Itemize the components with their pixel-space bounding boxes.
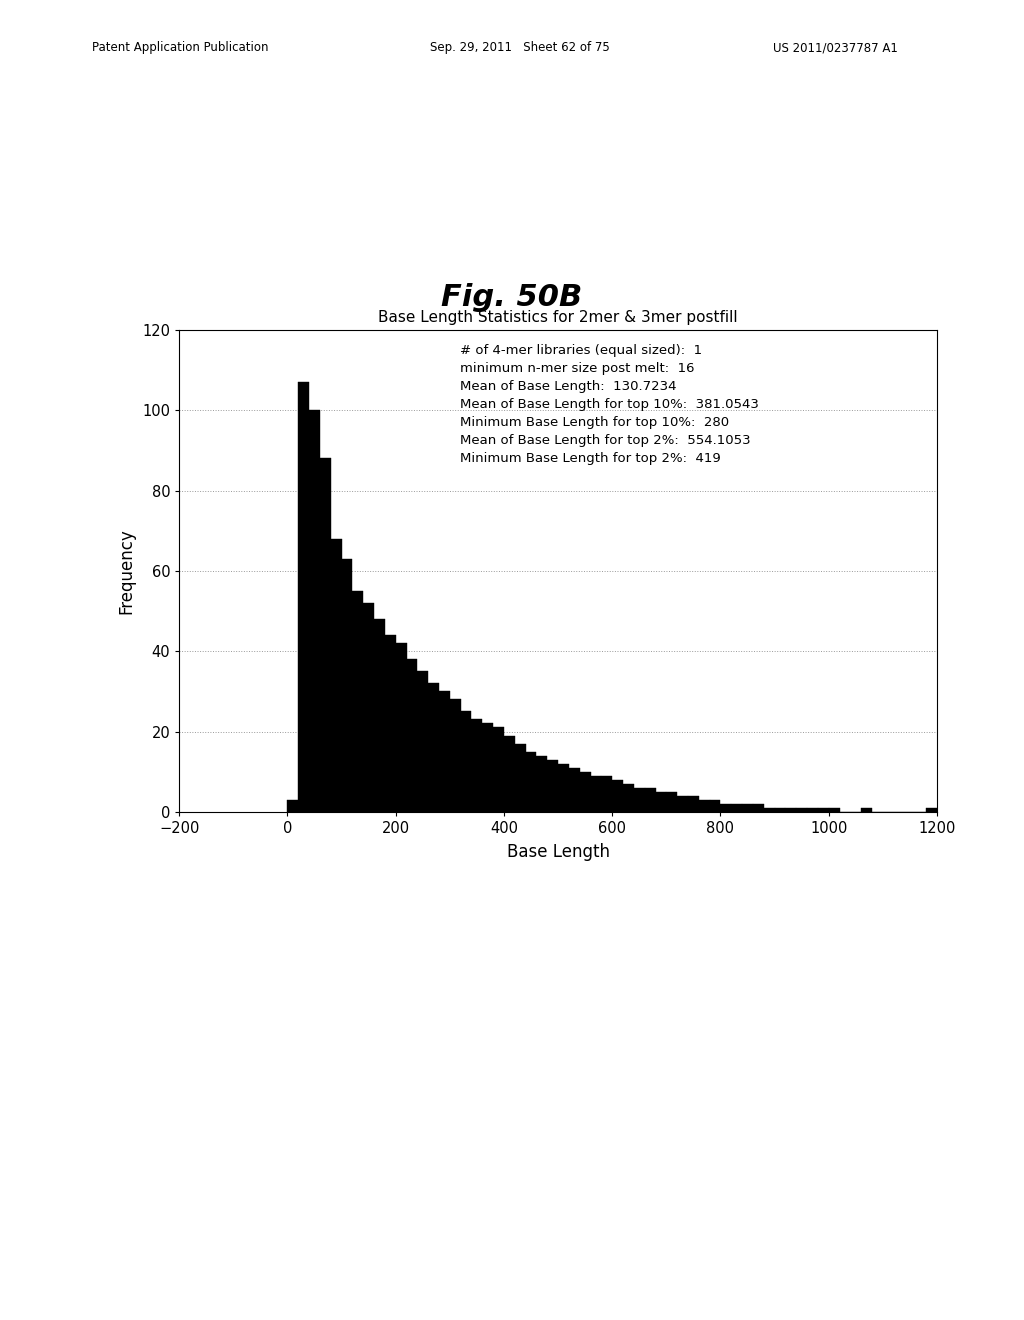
Bar [785, 808, 797, 812]
Bar [352, 591, 364, 812]
Bar [319, 458, 331, 812]
Bar [309, 411, 319, 812]
Bar [688, 796, 698, 812]
Text: Patent Application Publication: Patent Application Publication [92, 41, 268, 54]
Bar [450, 700, 461, 812]
Bar [764, 808, 774, 812]
Bar [818, 808, 828, 812]
Bar [547, 759, 558, 812]
Bar [580, 772, 591, 812]
Bar [407, 659, 418, 812]
Bar [395, 643, 407, 812]
Bar [612, 780, 623, 812]
Bar [634, 788, 645, 812]
Bar [721, 804, 731, 812]
Bar [797, 808, 807, 812]
Title: Base Length Statistics for 2mer & 3mer postfill: Base Length Statistics for 2mer & 3mer p… [378, 310, 738, 325]
Bar [471, 719, 482, 812]
Bar [331, 539, 342, 812]
Bar [418, 672, 428, 812]
Bar [731, 804, 742, 812]
Bar [461, 711, 471, 812]
Bar [926, 808, 937, 812]
Bar [710, 800, 721, 812]
Bar [558, 763, 569, 812]
Bar [288, 800, 298, 812]
Bar [374, 619, 385, 812]
X-axis label: Base Length: Base Length [507, 842, 609, 861]
Bar [655, 792, 667, 812]
Bar [385, 635, 395, 812]
Bar [515, 743, 525, 812]
Bar [774, 808, 785, 812]
Bar [828, 808, 840, 812]
Bar [645, 788, 655, 812]
Bar [525, 751, 537, 812]
Bar [861, 808, 872, 812]
Bar [601, 776, 612, 812]
Bar [591, 776, 601, 812]
Bar [504, 735, 515, 812]
Bar [364, 603, 374, 812]
Bar [667, 792, 677, 812]
Text: # of 4-mer libraries (equal sized):  1
minimum n-mer size post melt:  16
Mean of: # of 4-mer libraries (equal sized): 1 mi… [460, 345, 759, 466]
Bar [569, 768, 580, 812]
Bar [753, 804, 764, 812]
Bar [342, 558, 352, 812]
Bar [537, 755, 547, 812]
Bar [623, 784, 634, 812]
Text: Fig. 50B: Fig. 50B [441, 282, 583, 312]
Bar [482, 723, 494, 812]
Bar [677, 796, 688, 812]
Bar [742, 804, 753, 812]
Bar [428, 684, 439, 812]
Y-axis label: Frequency: Frequency [117, 528, 135, 614]
Bar [439, 692, 450, 812]
Text: Sep. 29, 2011   Sheet 62 of 75: Sep. 29, 2011 Sheet 62 of 75 [430, 41, 610, 54]
Text: US 2011/0237787 A1: US 2011/0237787 A1 [773, 41, 898, 54]
Bar [494, 727, 504, 812]
Bar [807, 808, 818, 812]
Bar [698, 800, 710, 812]
Bar [298, 383, 309, 812]
